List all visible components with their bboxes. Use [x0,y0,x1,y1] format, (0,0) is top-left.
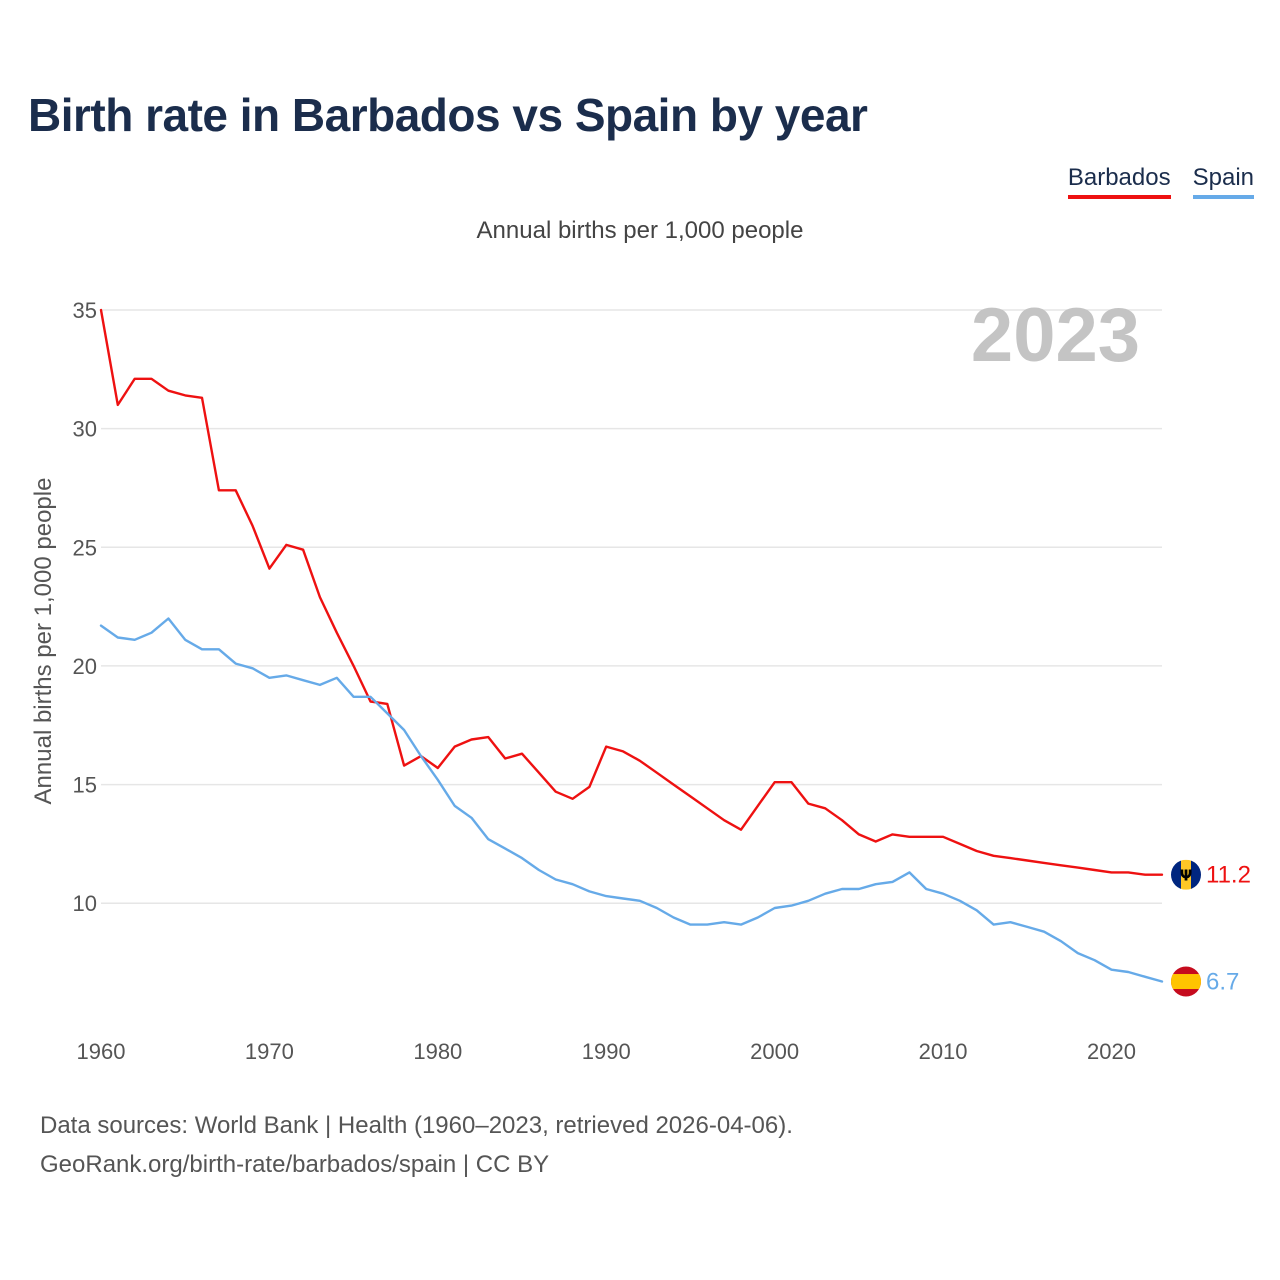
source-line-1: Data sources: World Bank | Health (1960–… [40,1112,793,1139]
series-line-barbados [99,308,1164,876]
barbados-flag-icon: Ψ [1171,859,1201,890]
chart-subtitle: Annual births per 1,000 people [476,217,804,244]
y-axis-ticks: 10 15 20 25 30 35 [73,298,97,916]
x-tick-label-1960: 1960 [77,1039,126,1064]
y-tick-label-35: 35 [73,298,97,323]
x-tick-label-2020: 2020 [1087,1039,1136,1064]
svg-text:Ψ: Ψ [1180,867,1193,885]
chart-title: Birth rate in Barbados vs Spain by year [28,89,868,141]
y-axis-label: Annual births per 1,000 people [30,478,57,805]
spain-end-value-label: 6.7 [1206,969,1239,996]
barbados-end-value-label: 11.2 [1206,862,1251,889]
legend-item-barbados[interactable]: Barbados [1067,164,1171,199]
year-watermark: 2023 [971,293,1140,378]
x-axis-ticks: 1960 1970 1980 1990 2000 2010 2020 [77,1039,1136,1064]
legend-item-spain[interactable]: Spain [1192,164,1254,199]
series-lines [99,308,1164,983]
x-tick-label-1970: 1970 [245,1039,294,1064]
x-tick-label-1990: 1990 [582,1039,631,1064]
legend: Barbados Spain [1067,164,1254,199]
spain-flag-icon [1171,966,1201,997]
end-markers: Ψ 11.2 6.7 [1171,859,1251,997]
x-tick-label-1980: 1980 [413,1039,462,1064]
x-tick-label-2010: 2010 [919,1039,968,1064]
x-tick-label-2000: 2000 [750,1039,799,1064]
source-note: Data sources: World Bank | Health (1960–… [40,1106,793,1184]
grid-lines [101,309,1162,904]
y-tick-label-25: 25 [73,535,97,560]
source-line-2: GeoRank.org/birth-rate/barbados/spain | … [40,1151,550,1178]
series-line-spain [99,617,1164,983]
y-tick-label-20: 20 [73,654,97,679]
y-tick-label-15: 15 [73,773,97,798]
y-tick-label-30: 30 [73,417,97,442]
y-tick-label-10: 10 [73,891,97,916]
